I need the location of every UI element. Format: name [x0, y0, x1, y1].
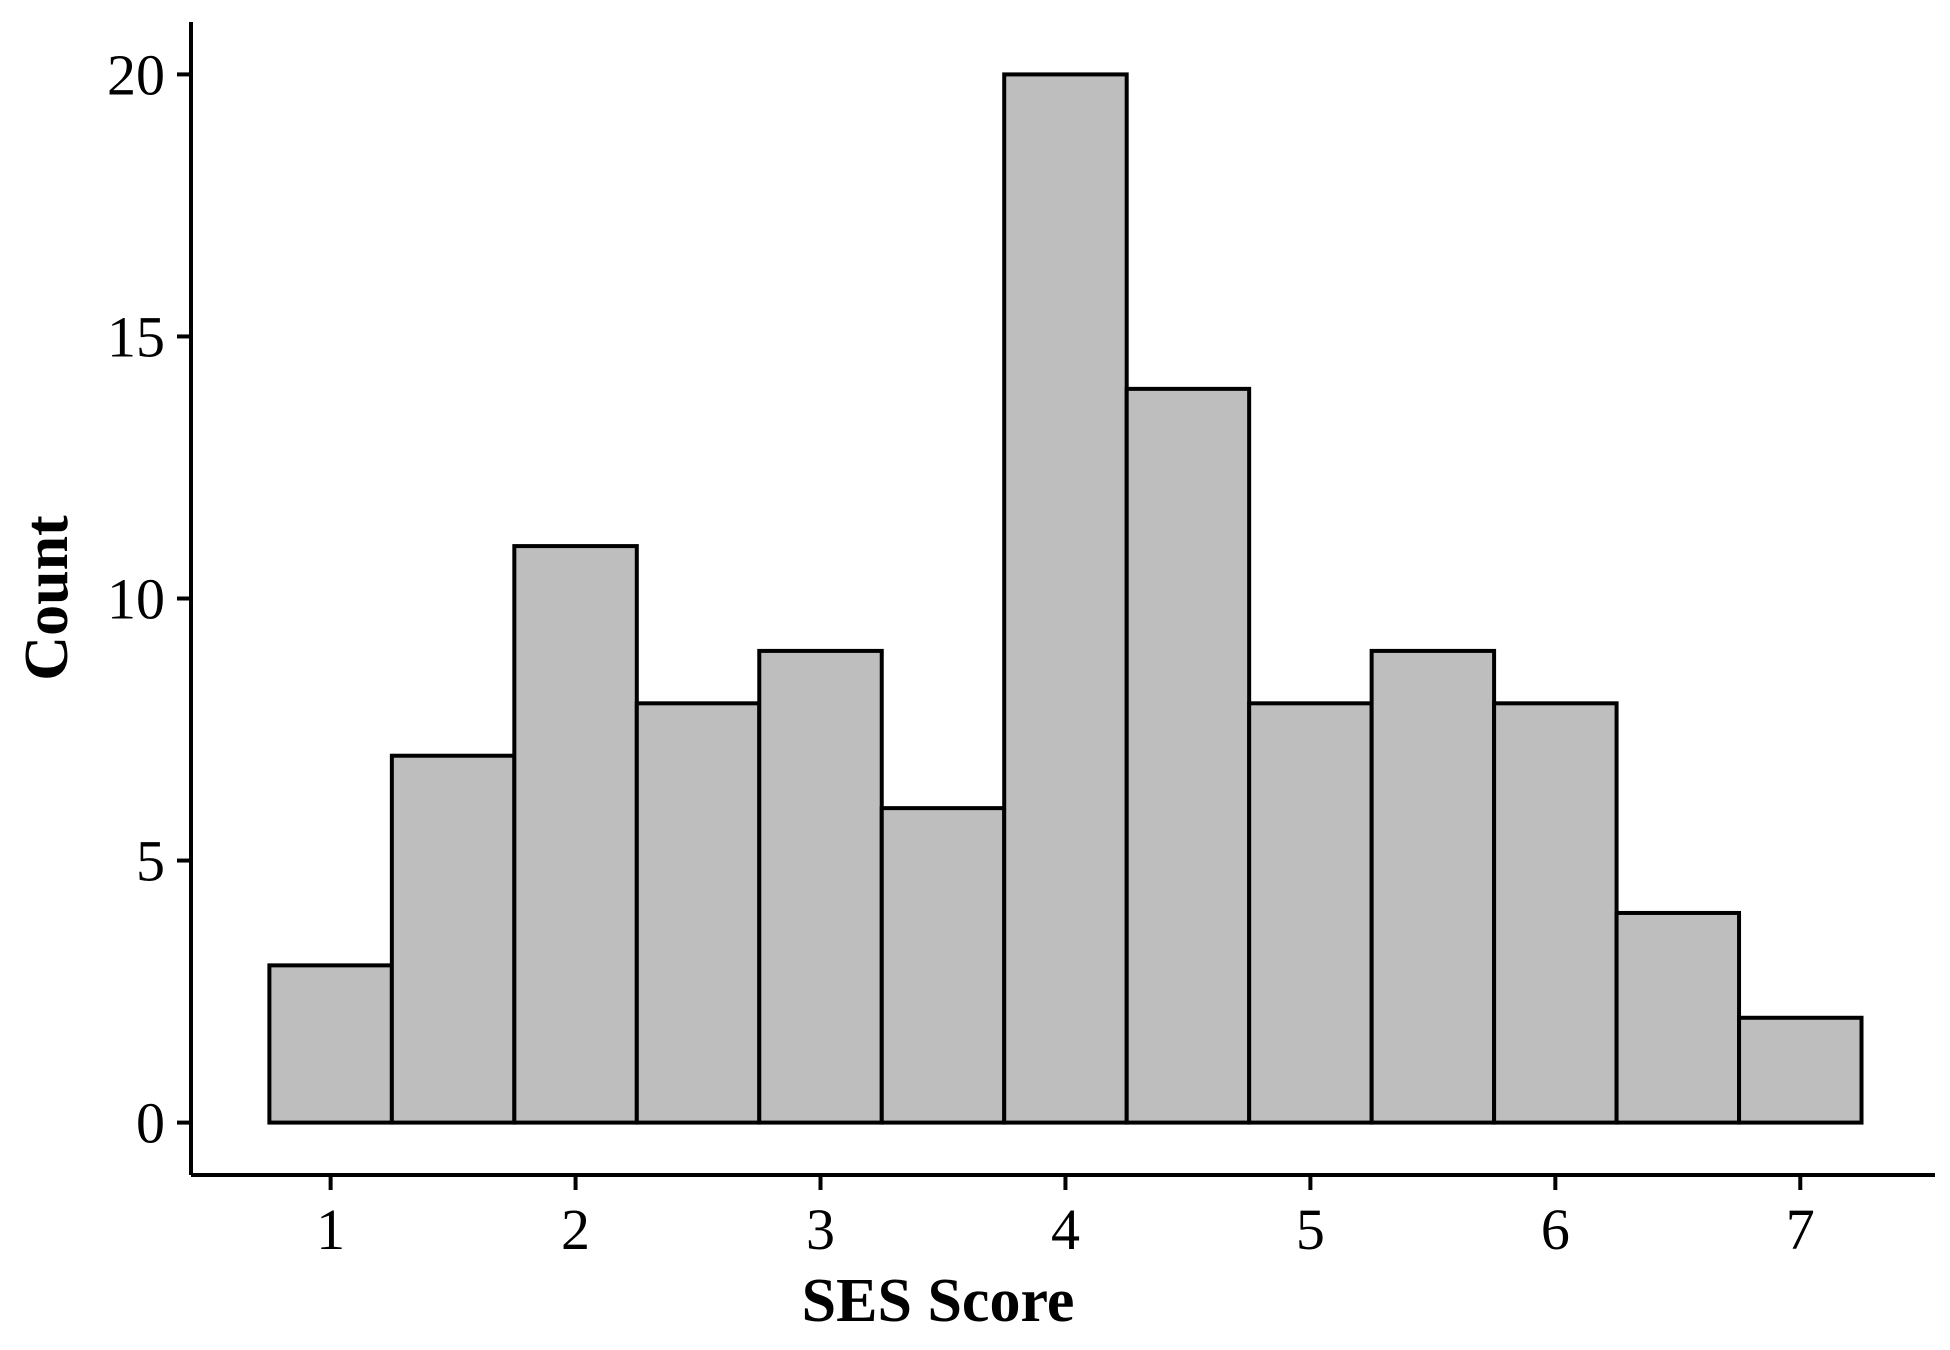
x-ticks: 1 2 3 4 5 6 7: [316, 1175, 1815, 1262]
y-ticks: 0 5 10 15 20: [107, 42, 191, 1156]
bars-layer: [267, 72, 1864, 1125]
x-tick-label-2: 2: [561, 1197, 590, 1262]
histogram-bar-4: [634, 701, 762, 1125]
x-tick-label-3: 3: [806, 1197, 835, 1262]
y-tick-label-15: 15: [107, 304, 165, 369]
y-tick-label-5: 5: [136, 829, 165, 894]
histogram-bar-11: [1492, 701, 1619, 1125]
x-tick-label-6: 6: [1541, 1197, 1570, 1262]
x-tick-label-4: 4: [1051, 1197, 1080, 1262]
y-tick-label-10: 10: [107, 567, 165, 632]
y-axis-title: Count: [13, 515, 81, 681]
histogram-bar-2: [389, 753, 517, 1125]
y-tick-label-20: 20: [107, 42, 165, 107]
histogram-bar-10: [1369, 648, 1497, 1125]
x-tick-label-1: 1: [316, 1197, 345, 1262]
histogram-bar-9: [1247, 701, 1374, 1125]
histogram-bar-7: [1002, 72, 1129, 1125]
histogram-bar-3: [512, 544, 639, 1125]
x-axis-title: SES Score: [802, 1267, 1075, 1335]
histogram-bar-8: [1124, 386, 1252, 1125]
histogram-bar-13: [1737, 1015, 1864, 1125]
x-tick-label-7: 7: [1786, 1197, 1815, 1262]
histogram-bar-5: [757, 648, 884, 1125]
histogram-bar-6: [879, 806, 1007, 1125]
histogram-bar-12: [1614, 910, 1742, 1125]
x-tick-label-5: 5: [1296, 1197, 1325, 1262]
histogram-bar-1: [267, 963, 394, 1125]
y-tick-label-0: 0: [136, 1091, 165, 1156]
